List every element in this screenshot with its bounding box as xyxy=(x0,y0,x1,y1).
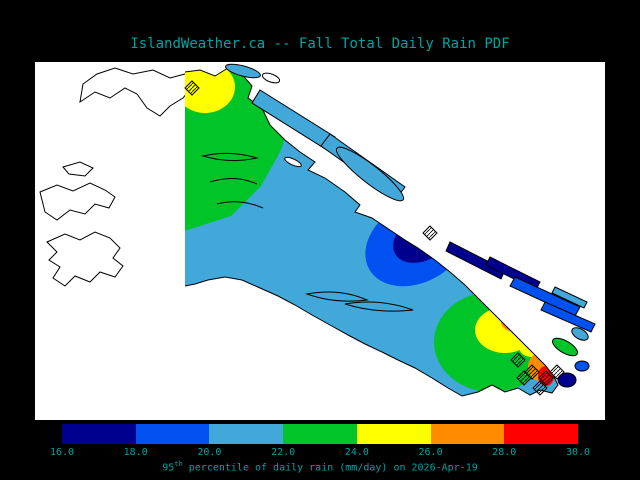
coastline-west-small xyxy=(62,161,94,177)
inlet-squiggle xyxy=(209,178,258,185)
colorbar-segment-16-18 xyxy=(62,424,136,444)
region-north-yellow xyxy=(185,68,235,113)
caption-base: 95 xyxy=(162,462,175,474)
colorbar-tick-label: 28.0 xyxy=(492,447,517,458)
inlet-outline xyxy=(305,291,369,302)
island-lakes xyxy=(201,152,414,312)
station-marker xyxy=(422,225,438,241)
colorbar-tick-label: 18.0 xyxy=(123,447,148,458)
mainland-coast-strips xyxy=(225,63,596,388)
strait-islet xyxy=(284,156,302,168)
colorbar-tick-label: 20.0 xyxy=(197,447,222,458)
colorbar-segment-22-24 xyxy=(283,424,357,444)
gulf-island-navy xyxy=(557,372,577,388)
colorbar-tick-label: 26.0 xyxy=(418,447,443,458)
map-area xyxy=(35,62,605,420)
colorbar-tick-label: 16.0 xyxy=(49,447,75,458)
station-marker xyxy=(184,80,200,96)
caption-rest: percentile of daily rain (mm/day) on 202… xyxy=(182,462,478,474)
gulf-island-cyan xyxy=(571,327,589,341)
plot-title: IslandWeather.ca -- Fall Total Daily Rai… xyxy=(130,36,510,52)
station-marker xyxy=(549,364,565,380)
colorbar-tick-labels: 16.0 18.0 20.0 22.0 24.0 26.0 28.0 30.0 xyxy=(50,447,590,459)
region-south-red xyxy=(515,314,527,324)
coastline-west-upper xyxy=(39,182,116,221)
vancouver-island-coastline xyxy=(184,67,559,397)
colorbar-segment-24-26 xyxy=(356,424,431,444)
region-south-orange xyxy=(501,312,531,332)
colorbar-segment-28-30 xyxy=(504,424,579,444)
caption-superscript: th xyxy=(174,460,183,468)
gulf-island-blue xyxy=(574,360,590,372)
colorbar-segment-18-20 xyxy=(135,424,210,444)
colorbar-segment-20-22 xyxy=(209,424,284,444)
coastline-top-left xyxy=(79,67,194,117)
malcolm-island xyxy=(225,63,261,79)
region-tip-yellow xyxy=(519,337,545,357)
lake-outline xyxy=(201,152,259,162)
weather-map-svg xyxy=(39,63,596,397)
caption: 95th percentile of daily rain (mm/day) o… xyxy=(0,460,640,473)
colorbar-tick-label: 30.0 xyxy=(565,447,591,458)
coastline-west-lower xyxy=(46,231,124,287)
gulf-island-green xyxy=(552,337,578,357)
station-markers xyxy=(184,80,565,396)
station-marker xyxy=(510,352,526,368)
east-sliver-navy-1 xyxy=(445,241,506,280)
inlet-squiggle xyxy=(216,201,264,209)
colorbar-tick-label: 24.0 xyxy=(344,447,369,458)
small-island-top xyxy=(261,72,281,84)
station-marker xyxy=(532,380,548,396)
east-sliver-cyan xyxy=(551,286,588,309)
texada-island xyxy=(335,146,405,202)
colorbar-segment-26-28 xyxy=(430,424,505,444)
outline-coastlines xyxy=(39,67,194,287)
colorbar-tick-label: 22.0 xyxy=(271,447,296,458)
station-marker xyxy=(516,370,532,386)
lake-outline xyxy=(344,301,414,312)
east-sliver-blue-2 xyxy=(540,301,596,333)
colorbar xyxy=(62,424,579,444)
station-marker xyxy=(538,370,554,386)
